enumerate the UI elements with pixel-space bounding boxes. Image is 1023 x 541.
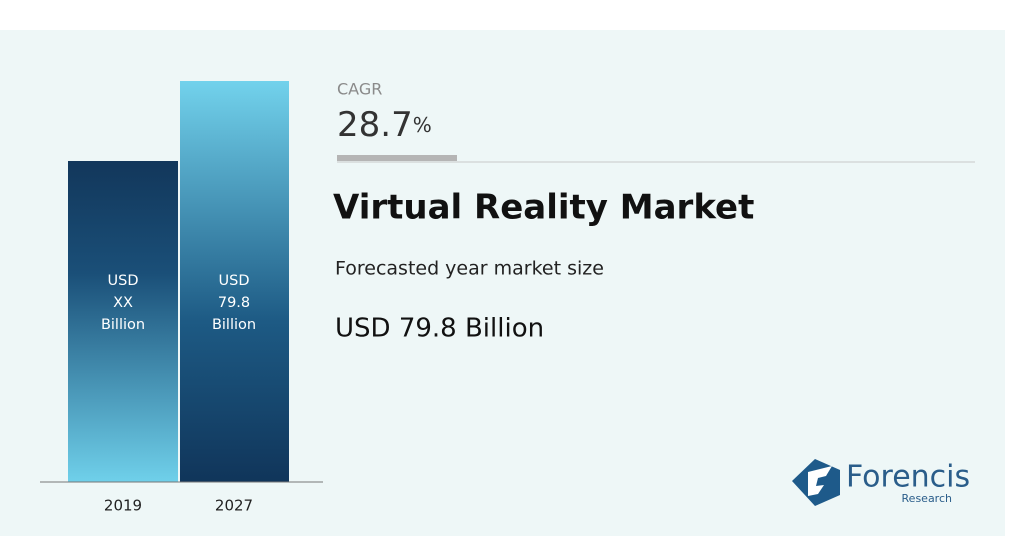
bar bbox=[180, 81, 289, 482]
bar-labels: USD XX Billion USD 79.8 Billion bbox=[101, 273, 256, 333]
bar-label: 79.8 bbox=[218, 295, 250, 311]
year-label: 2019 bbox=[104, 497, 142, 515]
market-size: USD 79.8 Billion bbox=[335, 314, 544, 344]
cagr-value: 28.7% bbox=[337, 105, 432, 145]
title: Virtual Reality Market bbox=[333, 188, 754, 228]
bar-label: Billion bbox=[212, 317, 256, 333]
logo-tagline: Research bbox=[902, 492, 952, 505]
logo-name: Forencis bbox=[846, 460, 970, 495]
bar-label: USD bbox=[219, 273, 250, 289]
bar bbox=[68, 161, 178, 482]
bar-label: USD bbox=[108, 273, 139, 289]
subtitle: Forecasted year market size bbox=[335, 258, 604, 280]
logo-icon-mark bbox=[808, 466, 832, 496]
bar-label: XX bbox=[113, 295, 133, 311]
cagr-unit: % bbox=[413, 113, 432, 137]
cagr-number: 28.7 bbox=[337, 105, 413, 145]
cagr-label: CAGR bbox=[337, 80, 382, 99]
bar-label: Billion bbox=[101, 317, 145, 333]
logo: Forencis Research bbox=[792, 459, 970, 506]
divider-accent bbox=[337, 155, 457, 161]
year-label: 2027 bbox=[215, 497, 253, 515]
